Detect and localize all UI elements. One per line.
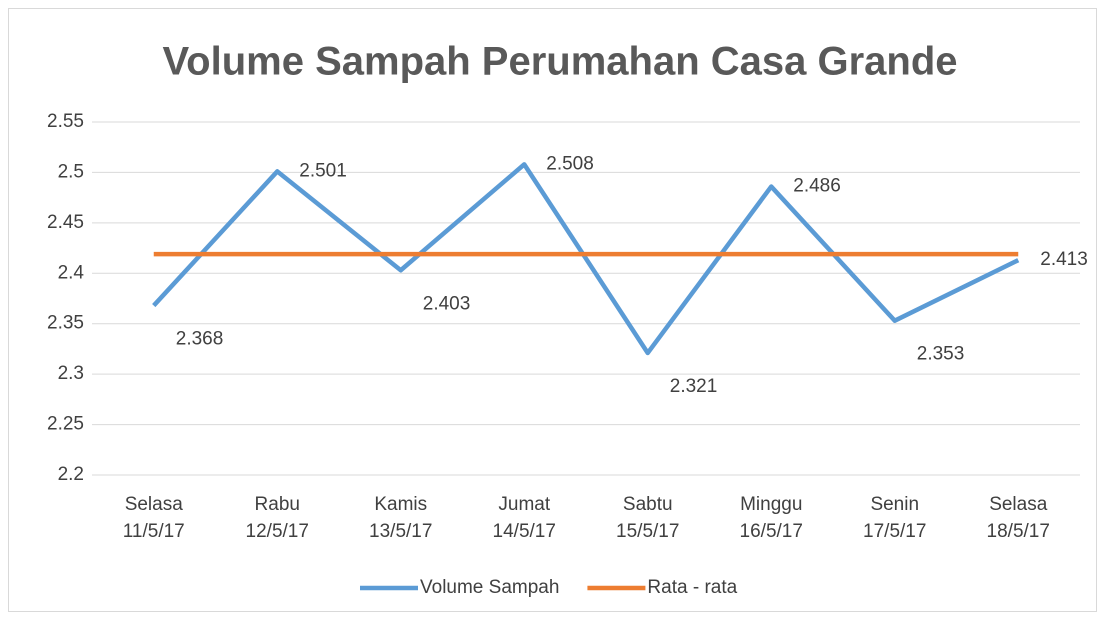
x-tick-label: Selasa xyxy=(125,494,184,515)
y-tick-label: 2.35 xyxy=(47,313,84,334)
data-label: 2.486 xyxy=(793,176,841,197)
chart-title: Volume Sampah Perumahan Casa Grande xyxy=(162,40,957,84)
data-label: 2.368 xyxy=(176,329,224,350)
x-tick-label: 14/5/17 xyxy=(493,521,556,542)
x-tick-label: Rabu xyxy=(255,494,300,515)
y-tick-label: 2.45 xyxy=(47,212,84,233)
x-tick-label: 12/5/17 xyxy=(246,521,309,542)
x-tick-label: Selasa xyxy=(989,494,1048,515)
x-tick-label: Minggu xyxy=(740,494,802,515)
x-tick-label: 17/5/17 xyxy=(863,521,926,542)
y-tick-label: 2.25 xyxy=(47,414,84,435)
data-label: 2.413 xyxy=(1040,249,1088,270)
data-label: 2.321 xyxy=(670,376,718,397)
data-label: 2.501 xyxy=(299,160,347,181)
x-tick-label: Senin xyxy=(870,494,919,515)
series-line xyxy=(152,162,1020,356)
x-tick-label: Jumat xyxy=(498,494,550,515)
x-tick-label: 16/5/17 xyxy=(740,521,803,542)
x-tick-label: 11/5/17 xyxy=(123,521,185,542)
y-tick-label: 2.2 xyxy=(58,464,84,485)
y-tick-label: 2.5 xyxy=(58,161,84,182)
y-tick-label: 2.4 xyxy=(58,262,85,283)
data-label: 2.353 xyxy=(917,344,965,365)
x-tick-label: Sabtu xyxy=(623,494,673,515)
y-tick-label: 2.55 xyxy=(47,111,84,132)
x-tick-label: 13/5/17 xyxy=(369,521,432,542)
legend-label: Rata - rata xyxy=(647,577,737,598)
data-label: 2.403 xyxy=(423,293,471,314)
x-tick-label: 18/5/17 xyxy=(987,521,1050,542)
x-tick-label: 15/5/17 xyxy=(616,521,679,542)
data-label: 2.508 xyxy=(546,153,594,174)
x-tick-label: Kamis xyxy=(374,494,427,515)
legend-label: Volume Sampah xyxy=(420,577,559,598)
y-tick-label: 2.3 xyxy=(58,363,84,384)
